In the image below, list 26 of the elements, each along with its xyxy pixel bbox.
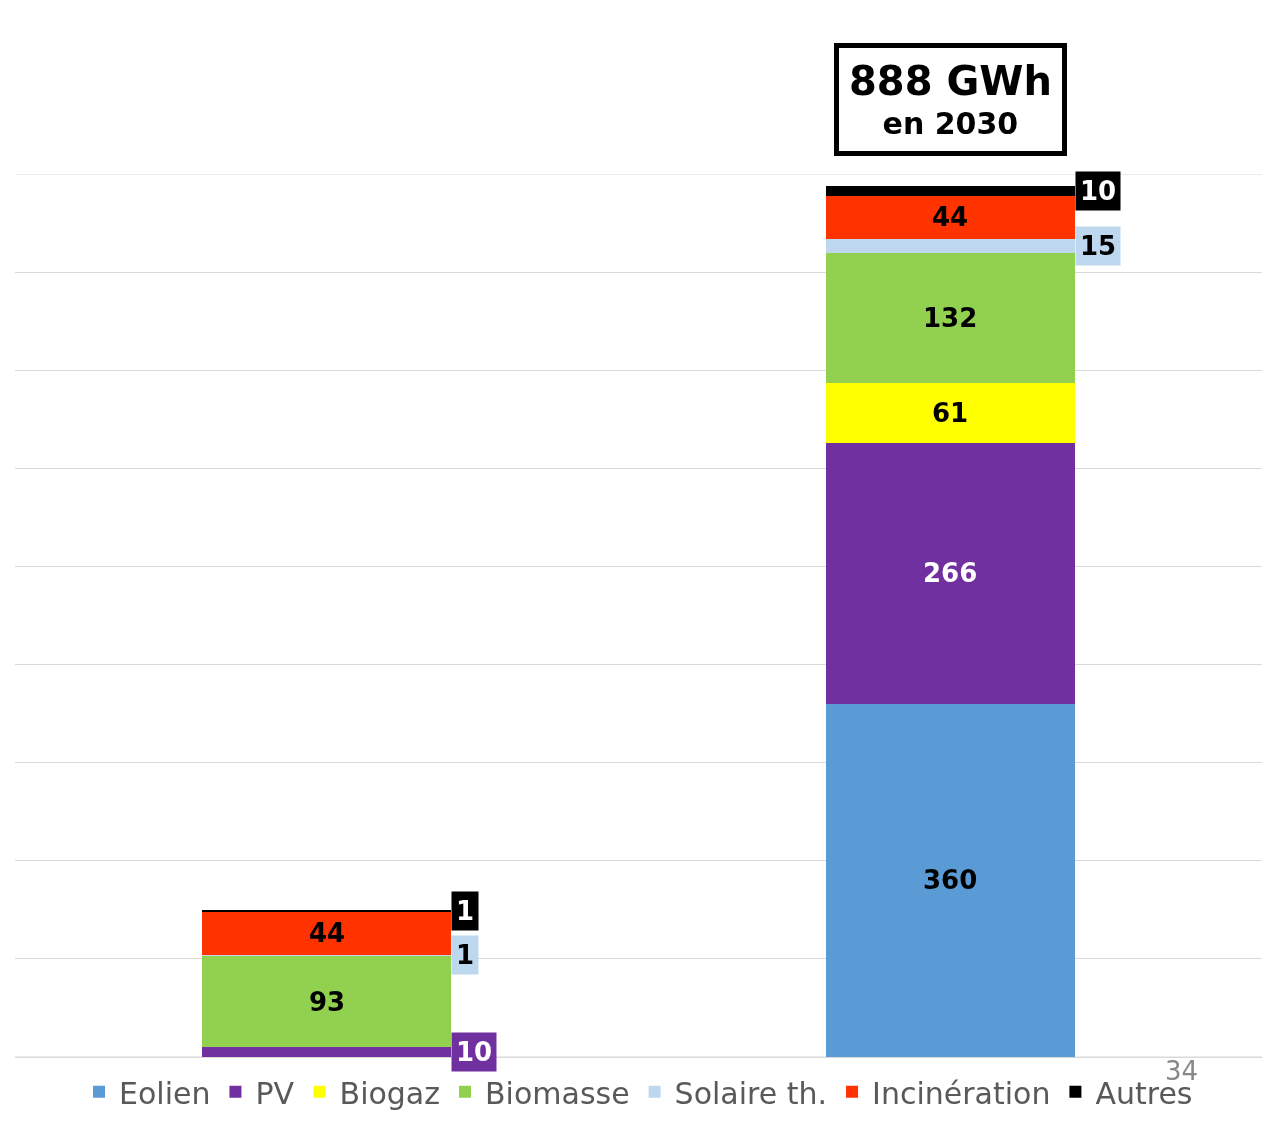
legend-label: PV bbox=[255, 1075, 295, 1111]
data-label: 44 bbox=[932, 202, 969, 232]
bar bbox=[202, 956, 451, 1047]
data-label: 15 bbox=[1080, 231, 1117, 261]
data-label: 1 bbox=[456, 940, 475, 970]
data-label: 61 bbox=[932, 398, 969, 428]
data-label: 1 bbox=[456, 896, 475, 926]
text: 888 GWh en 2030 bbox=[849, 58, 1052, 141]
legend-label: Solaire th. bbox=[674, 1075, 828, 1111]
bar bbox=[826, 704, 1075, 1057]
data-label: 10 bbox=[1080, 176, 1117, 206]
bar bbox=[826, 383, 1075, 443]
data-label: 93 bbox=[309, 987, 346, 1017]
legend-label: Biomasse bbox=[485, 1075, 630, 1111]
data-label: 44 bbox=[309, 918, 346, 948]
data-label: 360 bbox=[923, 865, 978, 895]
data-label: 266 bbox=[923, 558, 978, 588]
data-label: 132 bbox=[923, 303, 978, 333]
bar bbox=[826, 196, 1075, 239]
bar bbox=[826, 443, 1075, 704]
data-label: 10 bbox=[456, 1037, 493, 1067]
bar bbox=[826, 253, 1075, 383]
bar bbox=[202, 912, 451, 955]
legend-label: Eolien bbox=[119, 1075, 211, 1111]
legend-label: Biogaz bbox=[339, 1075, 440, 1111]
legend-label: Incinération bbox=[872, 1075, 1051, 1111]
